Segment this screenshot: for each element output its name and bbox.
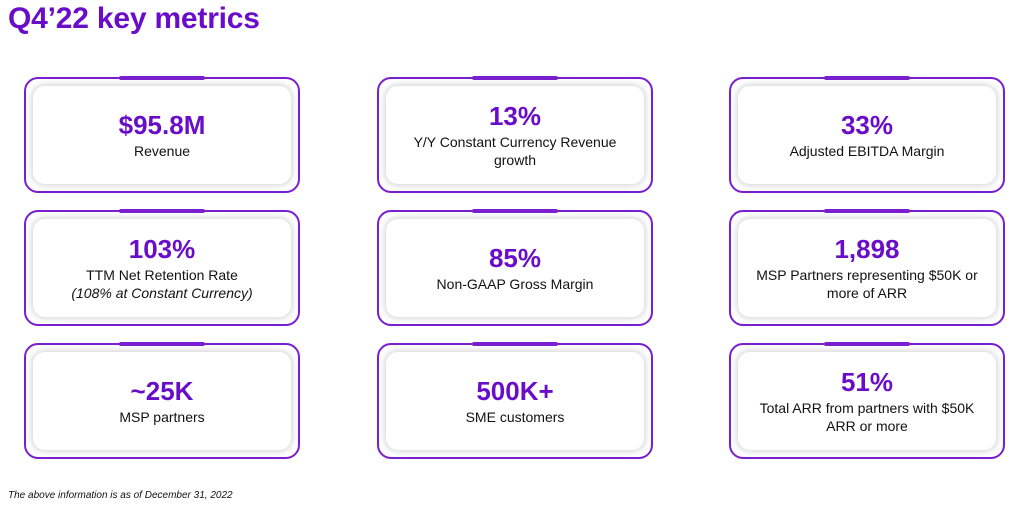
metric-label: MSP partners [119,409,205,425]
metric-card-body: ~25K MSP partners [33,352,291,450]
metric-label: MSP Partners representing $50K or more o… [756,267,978,301]
metric-label: Y/Y Constant Currency Revenue growth [413,134,617,168]
card-accent-bar [119,209,205,213]
metric-card-ebitda-margin: 33% Adjusted EBITDA Margin [729,76,1005,193]
metric-card-msp-partners: ~25K MSP partners [24,342,300,459]
metric-card-body: 500K+ SME customers [386,352,644,450]
card-accent-bar [824,76,910,80]
card-accent-bar [472,342,558,346]
metric-card-gross-margin: 85% Non-GAAP Gross Margin [377,209,653,326]
metric-label: Non-GAAP Gross Margin [436,276,594,292]
card-accent-bar [119,76,205,80]
metric-card-sme-customers: 500K+ SME customers [377,342,653,459]
card-accent-bar [824,342,910,346]
metric-label: TTM Net Retention Rate [86,267,238,283]
metric-value: 500K+ [476,376,554,406]
metric-card-body: 1,898 MSP Partners representing $50K or … [738,219,996,317]
metric-card-body: 13% Y/Y Constant Currency Revenue growth [386,86,644,184]
metric-card-total-arr: 51% Total ARR from partners with $50K AR… [729,342,1005,459]
metric-label: Adjusted EBITDA Margin [789,143,945,159]
card-accent-bar [472,209,558,213]
metric-value: 51% [840,367,894,397]
metric-value: 1,898 [834,234,900,264]
card-accent-bar [824,209,910,213]
metric-value: ~25K [130,376,194,406]
metric-value: 13% [488,101,542,131]
metric-card-body: 85% Non-GAAP Gross Margin [386,219,644,317]
metric-label: SME customers [465,409,565,425]
metric-value: 103% [128,234,196,264]
card-accent-bar [119,342,205,346]
card-accent-bar [472,76,558,80]
metric-note: (108% at Constant Currency) [71,285,253,301]
metric-label: Revenue [133,143,191,159]
metric-card-body: 103% TTM Net Retention Rate (108% at Con… [33,219,291,317]
metric-card-net-retention: 103% TTM Net Retention Rate (108% at Con… [24,209,300,326]
metric-value: $95.8M [118,110,206,140]
metric-value: 33% [840,110,894,140]
metric-card-revenue: $95.8M Revenue [24,76,300,193]
metric-card-body: 51% Total ARR from partners with $50K AR… [738,352,996,450]
metric-card-msp-partners-50k: 1,898 MSP Partners representing $50K or … [729,209,1005,326]
metric-label: Total ARR from partners with $50K ARR or… [759,400,975,434]
metric-card-revenue-growth: 13% Y/Y Constant Currency Revenue growth [377,76,653,193]
page-title: Q4’22 key metrics [8,2,260,35]
footnote: The above information is as of December … [8,490,233,501]
metric-value: 85% [488,243,542,273]
metric-card-body: 33% Adjusted EBITDA Margin [738,86,996,184]
metric-card-body: $95.8M Revenue [33,86,291,184]
